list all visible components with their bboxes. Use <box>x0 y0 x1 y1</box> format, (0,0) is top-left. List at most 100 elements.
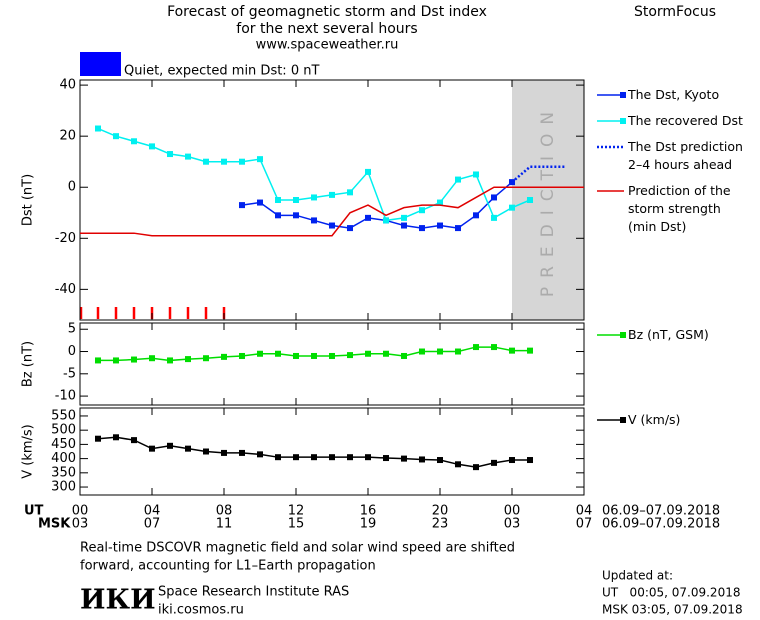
subtitle: for the next several hours <box>236 21 417 37</box>
series-marker <box>329 352 335 359</box>
series-marker <box>527 197 533 203</box>
prediction-band <box>512 80 584 320</box>
date-range-msk: 06.09–07.09.2018 <box>602 517 720 532</box>
legend-entry: V (km/s) <box>628 412 681 427</box>
series-marker <box>221 353 227 360</box>
date-range: 06.09–07.09.2018 <box>602 504 720 519</box>
legend-entry: The Dst, Kyoto <box>628 87 720 102</box>
series-marker <box>329 222 335 229</box>
series-marker <box>113 357 119 364</box>
series-marker <box>149 143 155 150</box>
series-marker <box>401 222 407 229</box>
series-marker <box>455 225 461 232</box>
x-tick-label: 12 <box>288 504 305 519</box>
x-tick-label: 00 <box>504 504 521 519</box>
series-marker <box>311 454 317 461</box>
y-axis-label: Bz (nT) <box>21 341 36 387</box>
series-marker <box>149 355 155 362</box>
legend-swatch <box>620 417 626 423</box>
y-tick-label: 300 <box>51 480 76 495</box>
y-tick-label: -5 <box>63 366 76 381</box>
series-marker <box>491 194 497 201</box>
plot-frame <box>79 407 585 496</box>
series-marker <box>95 435 101 442</box>
series-marker <box>167 357 173 364</box>
series-marker <box>239 202 245 209</box>
updated-msk: MSK 03:05, 07.09.2018 <box>602 603 743 617</box>
series-marker <box>239 158 245 165</box>
x-tick-label-msk: 07 <box>144 517 161 532</box>
series-marker <box>239 449 245 456</box>
series-marker <box>491 459 497 466</box>
series-marker <box>347 454 353 461</box>
series-marker <box>491 344 497 351</box>
series-line <box>97 127 531 222</box>
series-marker <box>419 225 425 232</box>
series-marker <box>437 199 443 206</box>
series-marker <box>167 442 173 449</box>
series-marker <box>185 153 191 160</box>
updated-ut: UT 00:05, 07.09.2018 <box>602 586 740 600</box>
brand: StormFocus <box>634 4 716 20</box>
series-marker <box>311 217 317 224</box>
y-tick-label: 20 <box>59 129 76 144</box>
series-marker <box>473 171 479 178</box>
series-marker <box>149 445 155 452</box>
series-marker <box>257 199 263 206</box>
series-marker <box>383 455 389 462</box>
plot-frame <box>79 79 585 321</box>
series-marker <box>401 352 407 359</box>
x-tick-label-msk: 07 <box>576 517 593 532</box>
series-marker <box>221 158 227 165</box>
status-box <box>80 52 121 76</box>
series-marker <box>401 455 407 462</box>
x-tick-label: 20 <box>432 504 449 519</box>
y-tick-label: 400 <box>51 451 76 466</box>
updated: Updated at: <box>602 569 673 583</box>
series-marker <box>257 350 263 357</box>
series-marker <box>257 451 263 458</box>
legend-swatch <box>620 92 626 98</box>
series-marker <box>293 197 299 203</box>
y-tick-label: -10 <box>55 389 76 404</box>
series-marker <box>131 437 137 444</box>
series-marker <box>275 454 281 461</box>
series-marker <box>365 168 371 175</box>
y-tick-label: 550 <box>51 408 76 423</box>
y-tick-label: -20 <box>55 231 76 246</box>
y-tick-label: 450 <box>51 437 76 452</box>
series-marker <box>401 214 407 221</box>
series-marker <box>437 457 443 464</box>
series-marker <box>185 445 191 452</box>
x-tick-label-msk: 03 <box>504 517 521 532</box>
series-marker <box>419 456 425 463</box>
series-marker <box>347 352 353 359</box>
title: Forecast of geomagnetic storm and Dst in… <box>167 4 487 20</box>
x-tick-label: 04 <box>576 504 593 519</box>
prediction-label: PREDICTION <box>538 103 558 297</box>
series-marker <box>221 449 227 456</box>
x-tick-label-msk: 23 <box>432 517 449 532</box>
series-marker <box>455 461 461 468</box>
series-marker <box>329 191 335 198</box>
series-line <box>80 186 584 237</box>
series-marker <box>365 350 371 357</box>
x-axis-label-msk: MSK <box>38 517 71 532</box>
series-marker <box>311 352 317 359</box>
y-tick-label: 350 <box>51 465 76 480</box>
series-line <box>97 436 530 468</box>
series-marker <box>113 434 119 441</box>
series-marker <box>293 352 299 359</box>
series-marker <box>185 356 191 363</box>
series-marker <box>347 225 353 232</box>
url: www.spaceweather.ru <box>256 38 399 53</box>
legend-swatch <box>620 332 626 338</box>
series-marker <box>419 348 425 355</box>
y-tick-label: -40 <box>55 282 76 297</box>
series-marker <box>437 222 443 229</box>
x-tick-label-msk: 15 <box>288 517 305 532</box>
series-line <box>241 181 513 229</box>
series-marker <box>131 138 137 145</box>
series-marker <box>365 214 371 221</box>
